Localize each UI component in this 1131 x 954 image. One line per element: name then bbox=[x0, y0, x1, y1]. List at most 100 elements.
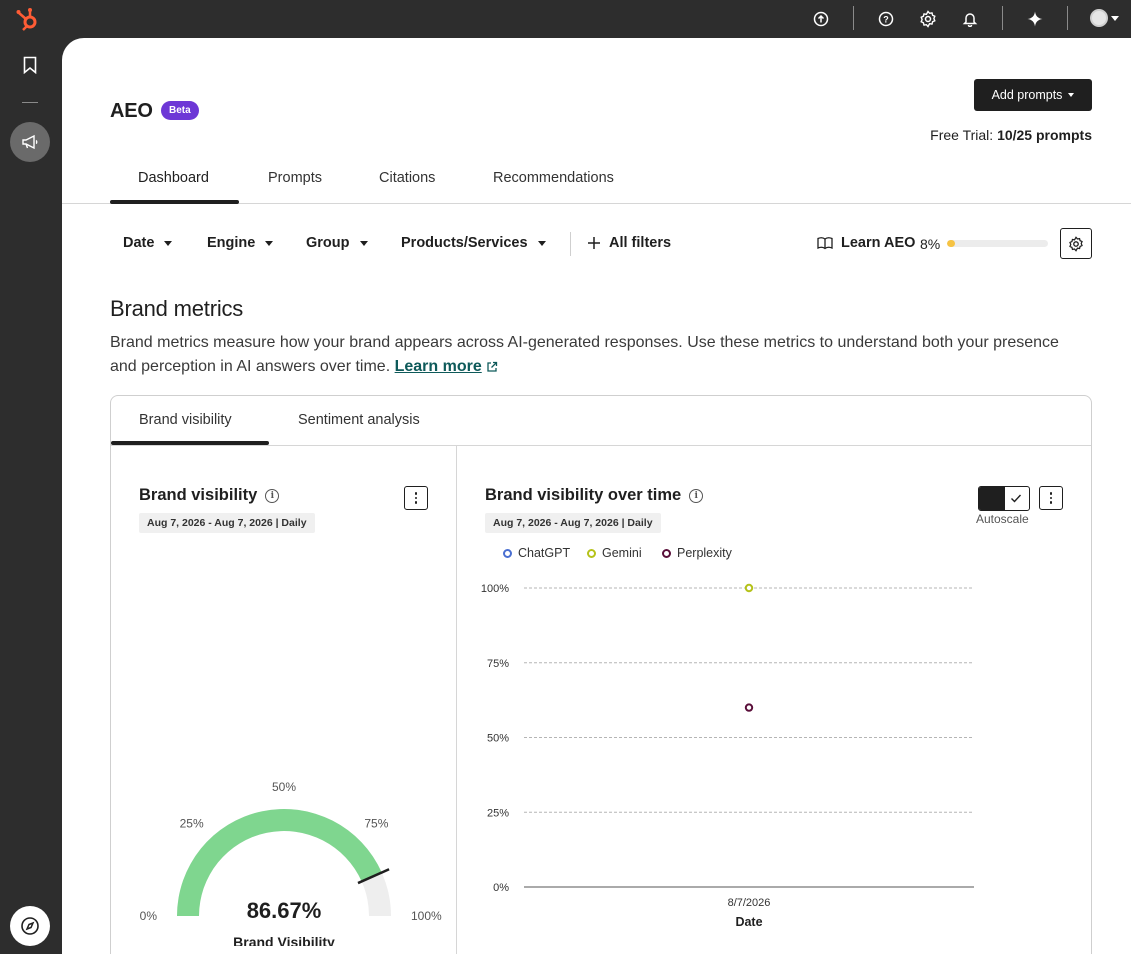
y-tick-label: 25% bbox=[487, 807, 509, 819]
chevron-down-icon bbox=[537, 240, 546, 246]
gauge-tick-label: 50% bbox=[272, 780, 296, 794]
notifications-icon[interactable] bbox=[959, 8, 981, 30]
chevron-down-icon bbox=[1068, 93, 1075, 97]
plus-icon bbox=[588, 237, 600, 249]
legend-label: ChatGPT bbox=[518, 546, 571, 560]
data-point-perplexity bbox=[744, 703, 754, 712]
learn-aeo-link[interactable]: Learn AEO bbox=[817, 235, 915, 251]
trial-prefix: Free Trial: bbox=[930, 127, 994, 143]
visibility-panel-title: Brand visibility i bbox=[139, 486, 280, 505]
active-tab-indicator bbox=[110, 200, 239, 204]
trial-status: Free Trial: 10/25 prompts bbox=[930, 127, 1092, 143]
data-point-gemini bbox=[744, 583, 754, 593]
info-icon[interactable]: i bbox=[689, 488, 704, 503]
legend-item-chatgpt[interactable]: ChatGPT bbox=[503, 546, 570, 560]
tab-recommendations[interactable]: Recommendations bbox=[493, 170, 614, 186]
beta-badge: Beta bbox=[161, 101, 199, 120]
page-title: AEO bbox=[110, 100, 153, 122]
check-icon bbox=[1011, 494, 1022, 503]
add-prompts-label: Add prompts bbox=[991, 88, 1063, 102]
settings-icon[interactable] bbox=[917, 8, 939, 30]
legend-marker bbox=[503, 548, 512, 558]
tab-dashboard[interactable]: Dashboard bbox=[138, 170, 209, 186]
active-card-tab-indicator bbox=[111, 441, 269, 445]
group-filter-label: Group bbox=[306, 235, 350, 251]
date-filter-label: Date bbox=[123, 235, 155, 251]
gauge-chart: 0% 25% 50% 75% 100% 86.67% Brand Visibility bbox=[140, 780, 442, 946]
group-filter[interactable]: Group bbox=[306, 235, 368, 251]
legend-label: Gemini bbox=[602, 546, 642, 560]
chevron-down-icon bbox=[1111, 15, 1119, 21]
engine-filter[interactable]: Engine bbox=[207, 235, 274, 251]
hubspot-logo-icon[interactable] bbox=[14, 5, 42, 33]
gauge-tick-label: 75% bbox=[364, 817, 388, 831]
info-icon[interactable]: i bbox=[265, 488, 280, 503]
tab-sentiment-analysis[interactable]: Sentiment analysis bbox=[298, 412, 420, 428]
card-tabs: Brand visibility Sentiment analysis bbox=[111, 396, 1091, 446]
date-filter[interactable]: Date bbox=[123, 235, 173, 251]
visibility-title-text: Brand visibility bbox=[139, 486, 258, 504]
main-content: AEO Beta Add prompts Free Trial: 10/25 p… bbox=[62, 38, 1131, 954]
top-nav-bar: ? bbox=[0, 0, 1131, 38]
visibility-menu-button[interactable] bbox=[404, 486, 428, 510]
gauge-tick-label: 100% bbox=[411, 909, 442, 923]
book-icon bbox=[817, 237, 833, 250]
chevron-down-icon bbox=[265, 240, 274, 246]
brand-metrics-card: Brand visibility Sentiment analysis Bran… bbox=[110, 395, 1092, 954]
gauge-caption: Brand Visibility bbox=[233, 934, 335, 946]
legend-marker bbox=[662, 548, 671, 558]
gauge-fill bbox=[177, 809, 382, 916]
avatar bbox=[1090, 9, 1108, 27]
legend-marker bbox=[587, 548, 596, 558]
over-time-menu-button[interactable] bbox=[1039, 486, 1063, 510]
upgrade-icon[interactable] bbox=[810, 8, 832, 30]
products-services-filter[interactable]: Products/Services bbox=[401, 235, 546, 251]
help-icon[interactable]: ? bbox=[875, 8, 897, 30]
compass-icon[interactable] bbox=[10, 906, 50, 946]
date-range-chip: Aug 7, 2026 - Aug 7, 2026 | Daily bbox=[139, 513, 315, 533]
legend-item-perplexity[interactable]: Perplexity bbox=[662, 546, 732, 560]
section-description-text: Brand metrics measure how your brand app… bbox=[110, 334, 1059, 375]
learn-progress-fill bbox=[947, 240, 956, 247]
trial-value: 10/25 prompts bbox=[997, 127, 1092, 143]
gauge-tick-label: 25% bbox=[180, 817, 204, 831]
y-tick-label: 50% bbox=[487, 733, 509, 745]
tab-prompts[interactable]: Prompts bbox=[268, 170, 322, 186]
gear-icon bbox=[1069, 235, 1083, 252]
ai-sparkle-icon[interactable] bbox=[1024, 8, 1046, 30]
add-prompts-button[interactable]: Add prompts bbox=[974, 79, 1092, 111]
learn-progress-bar bbox=[947, 240, 1048, 247]
megaphone-icon[interactable] bbox=[10, 122, 50, 162]
tab-citations[interactable]: Citations bbox=[379, 170, 436, 186]
y-tick-label: 75% bbox=[487, 658, 509, 670]
gauge-tick-label: 0% bbox=[140, 909, 158, 923]
products-filter-label: Products/Services bbox=[401, 235, 528, 251]
legend-label: Perplexity bbox=[677, 546, 732, 560]
all-filters-button[interactable]: All filters bbox=[587, 235, 671, 251]
engine-filter-label: Engine bbox=[207, 235, 256, 251]
bookmark-icon[interactable] bbox=[19, 54, 41, 76]
account-menu[interactable] bbox=[1090, 8, 1124, 28]
external-link-icon bbox=[487, 361, 497, 372]
learn-aeo-label: Learn AEO bbox=[841, 235, 916, 251]
learn-progress-percent: 8% bbox=[920, 236, 941, 252]
over-time-panel-title: Brand visibility over time i bbox=[485, 486, 704, 505]
legend-item-gemini[interactable]: Gemini bbox=[587, 546, 642, 560]
svg-text:?: ? bbox=[883, 15, 889, 25]
chevron-down-icon bbox=[359, 240, 368, 246]
learn-more-link[interactable]: Learn more bbox=[394, 358, 482, 375]
section-description: Brand metrics measure how your brand app… bbox=[110, 331, 1070, 379]
page-tabs: Dashboard Prompts Citations Recommendati… bbox=[62, 164, 1131, 204]
x-axis-label: Date bbox=[735, 915, 762, 929]
autoscale-toggle[interactable] bbox=[978, 486, 1030, 511]
gauge-value-label: 86.67% bbox=[247, 898, 322, 923]
section-title: Brand metrics bbox=[110, 296, 244, 321]
y-tick-label: 100% bbox=[481, 583, 509, 595]
date-range-chip: Aug 7, 2026 - Aug 7, 2026 | Daily bbox=[485, 513, 661, 533]
y-tick-label: 0% bbox=[493, 882, 509, 894]
x-tick-label: 8/7/2026 bbox=[728, 897, 771, 909]
dashboard-settings-button[interactable] bbox=[1060, 228, 1092, 259]
visibility-over-time-chart: 0%25%50%75%100%8/7/2026DateVisibility Sc… bbox=[481, 583, 974, 929]
all-filters-label: All filters bbox=[609, 235, 672, 251]
tab-brand-visibility[interactable]: Brand visibility bbox=[139, 412, 232, 428]
